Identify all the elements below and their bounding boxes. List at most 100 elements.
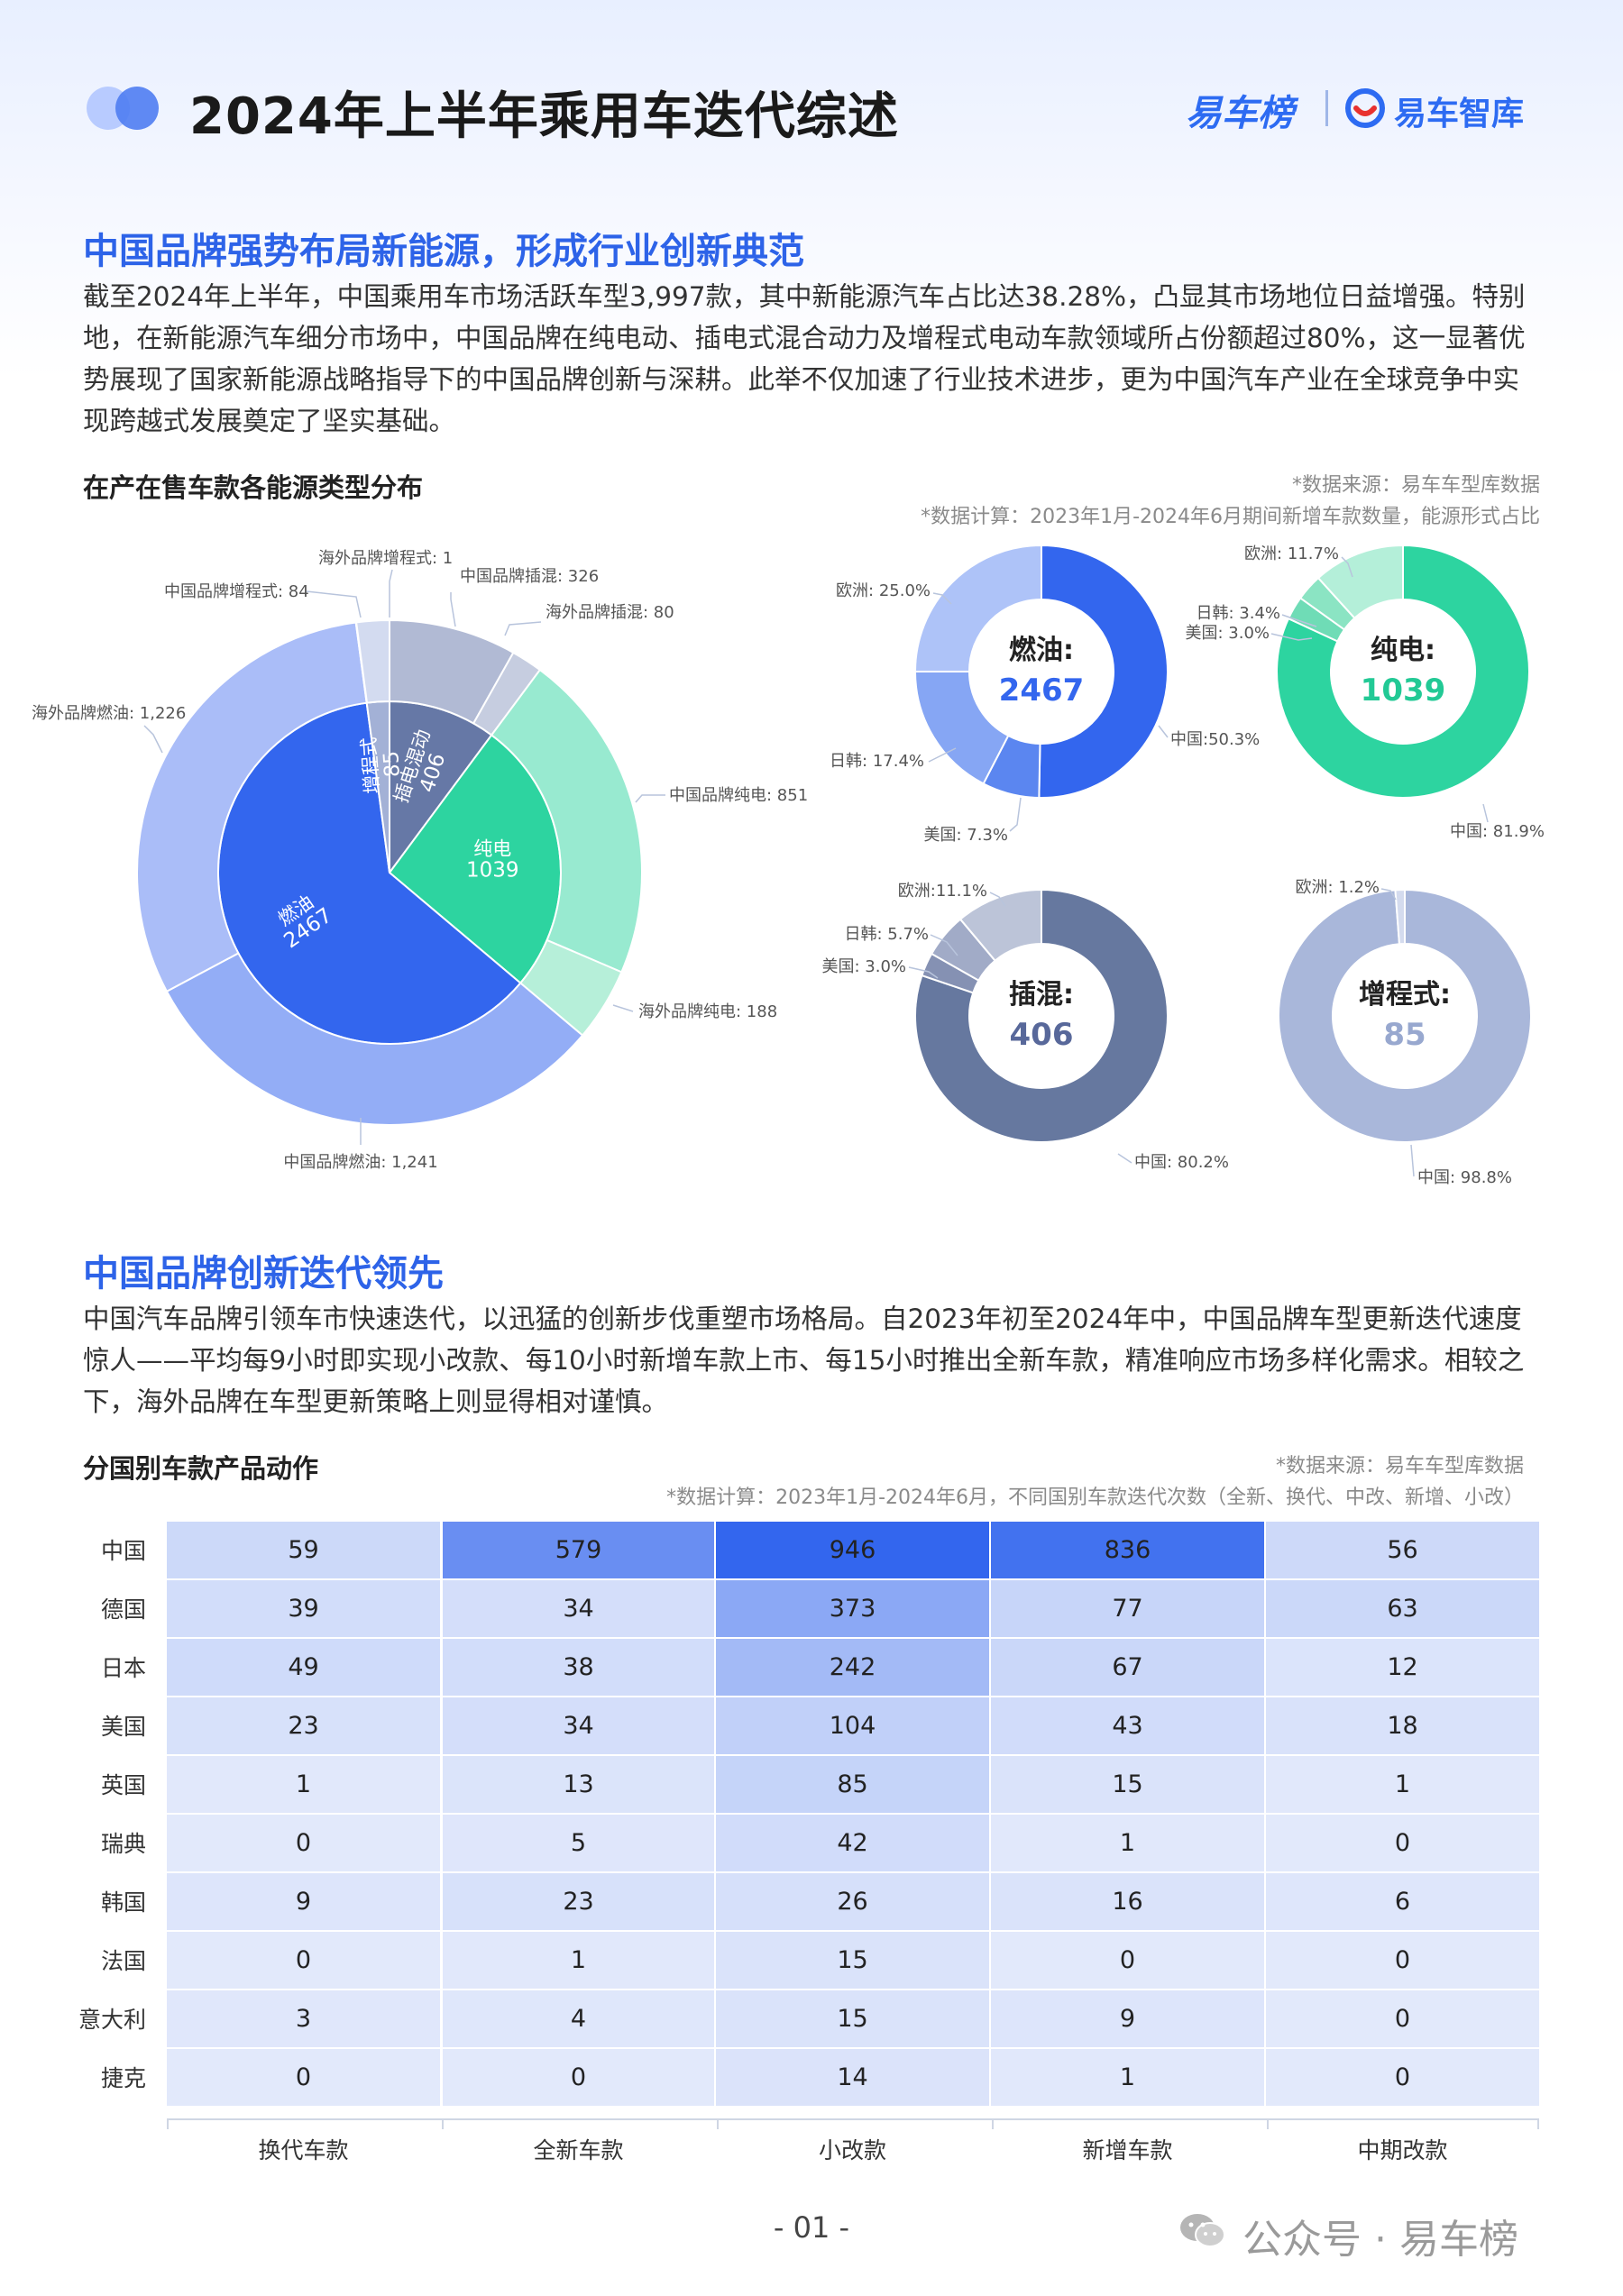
donut-slice-label: 日韩: 3.4%: [1196, 604, 1280, 623]
donut-slice-label: 美国: 3.0%: [821, 957, 906, 976]
heatmap-axis-tick: [1267, 2118, 1269, 2129]
brand-logo-zhiku: 易车智库: [1394, 96, 1525, 133]
donut-slice-label: 美国: 3.0%: [1185, 624, 1270, 643]
donut-slice-label: 欧洲:11.1%: [898, 882, 987, 901]
heatmap-cell: 38: [443, 1639, 714, 1696]
heatmap-row-label: 意大利: [78, 2007, 146, 2033]
sunburst-leader-line: [143, 725, 163, 754]
heatmap-column-label: 全新车款: [533, 2137, 624, 2163]
heatmap-cell: 56: [1266, 1522, 1539, 1578]
heatmap-row-label: 中国: [100, 1538, 146, 1564]
donut-slice: [914, 888, 1169, 1143]
donut-slice-label: 中国: 98.8%: [1417, 1168, 1512, 1187]
heatmap-row-label: 韩国: [100, 1889, 146, 1916]
page-title: 2024年上半年乘用车迭代综述: [189, 87, 899, 146]
heatmap-column-label: 中期改款: [1357, 2137, 1448, 2163]
heatmap-column-labels: 换代车款 全新车款 小改款 新增车款 中期改款: [167, 2133, 1539, 2169]
heatmap-row-label: 瑞典: [100, 1831, 146, 1857]
sunburst-inner-label-value: 85: [380, 750, 405, 778]
heatmap-row: 瑞典 0 5 42 1 0: [72, 1815, 1542, 1873]
heatmap-cell: 34: [443, 1580, 714, 1637]
heatmap-cell: 946: [716, 1522, 989, 1578]
donut-slice: [1038, 544, 1169, 799]
calc-note: *数据计算：2023年1月-2024年6月期间新增车款数量，能源形式占比: [921, 506, 1540, 528]
sunburst-leader-line: [635, 794, 665, 803]
heatmap-cell: 0: [1266, 1990, 1539, 2047]
donut-leader-line: [989, 892, 1006, 907]
heatmap-cell: 0: [1266, 1932, 1539, 1989]
donut-leader-line: [1380, 888, 1397, 901]
heatmap-x-axis: [167, 2118, 1539, 2120]
heatmap-axis-tick: [1537, 2118, 1539, 2129]
donut-center-label: 插混:: [1009, 979, 1074, 1011]
donut-slice: [1276, 544, 1530, 799]
heatmap-row-label: 德国: [100, 1596, 146, 1623]
donut-leader-line: [1410, 1144, 1415, 1177]
donut-center-value: 406: [1010, 1017, 1074, 1053]
donut-hole: [1334, 946, 1475, 1086]
heatmap-cell: 6: [1266, 1873, 1539, 1930]
header-logo-dots: [87, 87, 159, 130]
heatmap-cell: 836: [991, 1522, 1264, 1578]
heatmap-row-label: 法国: [100, 1948, 146, 1974]
heatmap-cell: 26: [716, 1873, 989, 1930]
calc-note: *数据计算：2023年1月-2024年6月，不同国别车款迭代次数（全新、换代、中…: [666, 1486, 1524, 1509]
donut-center-label: 增程式:: [1359, 979, 1451, 1011]
donut-slice-label: 欧洲: 25.0%: [836, 581, 931, 600]
heatmap-cell: 1: [991, 2049, 1264, 2106]
heatmap-cell: 63: [1266, 1580, 1539, 1637]
sunburst-outer-slice: [355, 618, 390, 704]
wechat-icon: [1180, 2214, 1225, 2247]
brand-divider: [1325, 90, 1328, 126]
heatmap-cell: 242: [716, 1639, 989, 1696]
heatmap-cell: 12: [1266, 1639, 1539, 1696]
heatmap-cell: 0: [167, 1932, 440, 1989]
heatmap-axis-tick: [717, 2118, 719, 2129]
heatmap-cell: 0: [443, 2049, 714, 2106]
heatmap-cell: 49: [167, 1639, 440, 1696]
heatmap-row: 意大利 3 4 15 9 0: [72, 1990, 1542, 2049]
heatmap-cell: 3: [167, 1990, 440, 2047]
heatmap-cell: 14: [716, 2049, 989, 2106]
donut-leader-line: [908, 966, 939, 979]
heatmap-cell: 16: [991, 1873, 1264, 1930]
heatmap-cell: 0: [1266, 2049, 1539, 2106]
donut-slice: [1278, 888, 1532, 1143]
heatmap-cell: 9: [991, 1990, 1264, 2047]
heatmap-cell: 0: [991, 1932, 1264, 1989]
sunburst-outer-slice: [136, 621, 368, 993]
donut-leader-line: [1009, 797, 1022, 832]
sunburst-outer-label: 海外品牌插混: 80: [546, 603, 674, 622]
donut-slice-label: 日韩: 17.4%: [830, 752, 924, 771]
donut-slice-label: 中国: 80.2%: [1134, 1153, 1229, 1172]
heatmap-cell: 15: [716, 1990, 989, 2047]
sunburst-outer-label: 海外品牌增程式: 1: [318, 549, 453, 568]
heatmap-row: 韩国 9 23 26 16 6: [72, 1873, 1542, 1932]
heatmap-cell: 579: [443, 1522, 714, 1578]
heatmap-cell: 1: [1266, 1756, 1539, 1813]
brand-logo-yichebang: 易车榜: [1186, 93, 1294, 134]
heatmap-cell: 1: [991, 1815, 1264, 1871]
donut-center-value: 2467: [999, 672, 1085, 709]
donut-leader-line: [1270, 633, 1313, 641]
heatmap-column-label: 换代车款: [258, 2137, 349, 2163]
sunburst-outer-label: 中国品牌插混: 326: [460, 567, 599, 586]
heatmap-cell: 67: [991, 1639, 1264, 1696]
donut-center-label: 燃油:: [1009, 635, 1074, 666]
heatmap-cell: 0: [167, 1815, 440, 1871]
donut-hole: [1333, 601, 1473, 742]
sunburst-leader-line: [504, 621, 542, 636]
heatmap-cell: 15: [991, 1756, 1264, 1813]
donut-center-value: 85: [1383, 1017, 1426, 1053]
donut-leader-line: [932, 592, 952, 605]
smile-logo-icon: [1345, 88, 1385, 128]
heatmap-row: 日本 49 38 242 67 12: [72, 1639, 1542, 1697]
donut-center-label: 纯电:: [1371, 635, 1435, 666]
heatmap-cell: 59: [167, 1522, 440, 1578]
page-number: - 01 -: [773, 2210, 850, 2245]
donut-leader-line: [1117, 1153, 1132, 1164]
donut-slice-label: 中国:50.3%: [1170, 730, 1260, 749]
